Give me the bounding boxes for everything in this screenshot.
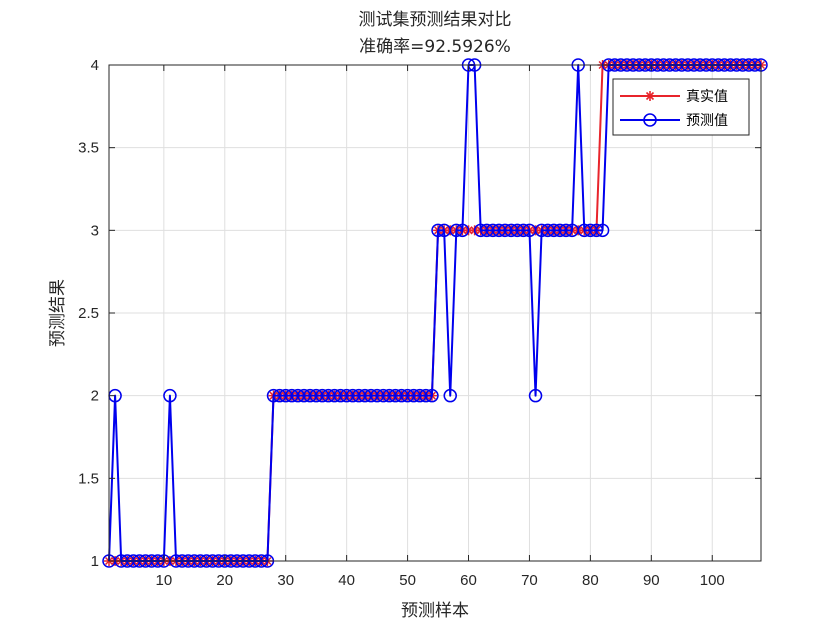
data-point <box>443 388 457 403</box>
data-point <box>595 223 610 238</box>
x-tick-label: 30 <box>277 572 294 589</box>
y-tick-label: 1.5 <box>78 470 99 487</box>
data-point <box>528 388 543 403</box>
x-tick-label: 60 <box>460 572 477 589</box>
legend-box <box>612 78 750 136</box>
y-tick-label: 3 <box>91 222 99 239</box>
x-tick-label: 50 <box>399 572 416 589</box>
ticks: 10 20 30 40 50 60 70 80 90 100 1 1.5 2 2.5 3 3.5 4 <box>78 57 761 589</box>
x-tick-label: 80 <box>582 572 599 589</box>
legend: 真实值 预测值 <box>612 78 750 136</box>
data-point <box>419 388 433 403</box>
y-tick-label: 4 <box>91 57 99 74</box>
data-point <box>163 388 177 403</box>
x-tick-label: 100 <box>700 572 725 589</box>
data-point <box>516 223 531 238</box>
y-tick-label: 2 <box>91 388 99 405</box>
x-tick-label: 10 <box>155 572 172 589</box>
data-point <box>425 388 439 403</box>
y-tick-label: 2.5 <box>78 305 99 322</box>
legend-marker-pred <box>643 113 657 127</box>
data-point <box>449 223 464 238</box>
legend-label-true: 真实值 <box>686 89 728 105</box>
x-tick-label: 20 <box>216 572 233 589</box>
chart-title: 测试集预测结果对比 <box>359 10 512 30</box>
y-tick-label: 3.5 <box>78 140 99 157</box>
data-point <box>589 223 604 238</box>
chart-subtitle: 准确率=92.5926% <box>359 37 511 57</box>
data-point <box>431 223 445 238</box>
x-tick-label: 70 <box>521 572 538 589</box>
data-point <box>455 223 470 238</box>
y-axis-label: 预测结果 <box>48 279 68 347</box>
legend-marker-true <box>645 91 655 101</box>
x-tick-label: 40 <box>338 572 355 589</box>
y-tick-label: 1 <box>91 553 99 570</box>
x-tick-label: 90 <box>643 572 660 589</box>
legend-label-pred: 预测值 <box>686 113 728 129</box>
data-point <box>559 223 573 238</box>
x-axis-label: 预测样本 <box>401 601 469 621</box>
